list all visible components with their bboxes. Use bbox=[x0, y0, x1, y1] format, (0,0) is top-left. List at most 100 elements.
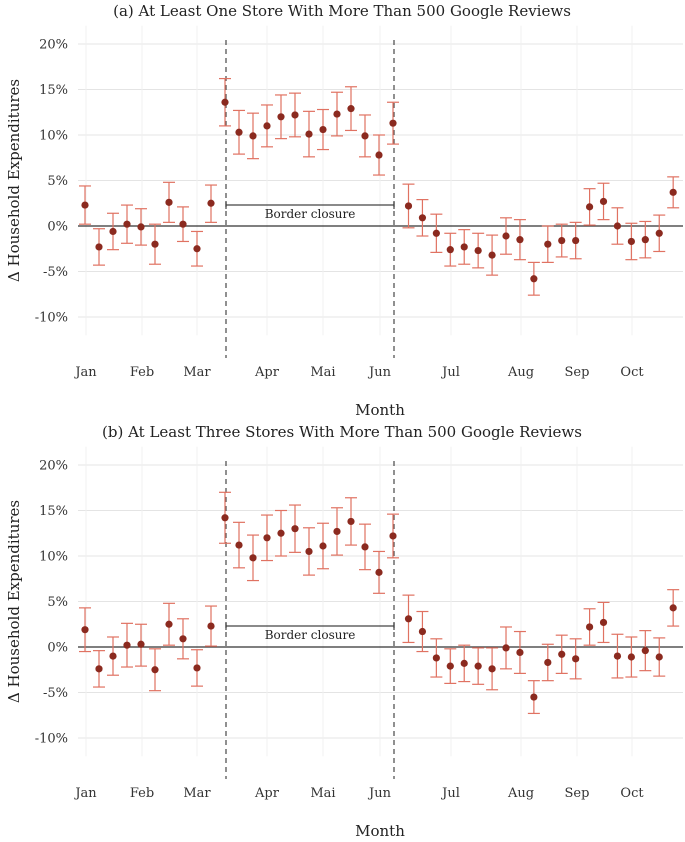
data-point bbox=[432, 654, 440, 662]
closure-label: Border closure bbox=[265, 628, 356, 642]
data-point-group bbox=[416, 199, 429, 237]
data-point-group bbox=[135, 623, 147, 667]
y-tick-label: 20% bbox=[39, 459, 68, 474]
data-point-group bbox=[513, 630, 526, 674]
data-point bbox=[488, 251, 496, 259]
data-point bbox=[669, 604, 677, 612]
data-point-group bbox=[653, 214, 666, 253]
data-point-group bbox=[541, 643, 554, 682]
x-tick-label: Feb bbox=[130, 365, 154, 380]
y-axis-label: Δ Household Expenditures bbox=[5, 79, 23, 282]
data-point-group bbox=[135, 208, 147, 246]
data-point-group bbox=[387, 101, 399, 145]
chart-panel-a: (a) At Least One Store With More Than 50… bbox=[5, 2, 683, 419]
data-point-group bbox=[527, 680, 540, 715]
data-point-group bbox=[317, 108, 329, 151]
data-point-group bbox=[569, 221, 582, 260]
data-point bbox=[319, 542, 327, 550]
data-point bbox=[516, 236, 524, 244]
data-point-group bbox=[233, 521, 245, 569]
data-point-group bbox=[261, 514, 273, 562]
data-point-group bbox=[177, 206, 189, 243]
data-point-group bbox=[513, 219, 526, 261]
x-tick-label: Jan bbox=[73, 365, 97, 380]
x-tick-label: Mar bbox=[183, 365, 211, 380]
data-point bbox=[460, 243, 468, 251]
data-point bbox=[516, 648, 524, 657]
data-point-group bbox=[93, 228, 105, 266]
data-point bbox=[474, 662, 482, 670]
data-point bbox=[221, 98, 229, 106]
data-point bbox=[263, 122, 271, 130]
data-point bbox=[627, 237, 635, 246]
y-tick-label: 20% bbox=[39, 38, 68, 53]
data-point-group bbox=[444, 232, 457, 267]
data-point-group bbox=[458, 644, 471, 683]
y-tick-label: -5% bbox=[43, 686, 68, 701]
data-point bbox=[347, 105, 355, 113]
data-point bbox=[641, 647, 649, 655]
y-tick-label: 5% bbox=[47, 595, 68, 610]
x-tick-label: Mar bbox=[183, 786, 211, 801]
data-point bbox=[389, 532, 397, 540]
y-tick-label: -10% bbox=[35, 311, 68, 326]
data-point-group bbox=[500, 626, 513, 670]
data-point-group bbox=[583, 608, 596, 646]
data-point bbox=[404, 202, 413, 210]
y-tick-label: 10% bbox=[39, 550, 68, 565]
data-point-group bbox=[486, 234, 499, 276]
closure-bracket bbox=[225, 201, 395, 209]
data-point bbox=[333, 110, 341, 118]
data-point bbox=[572, 236, 580, 245]
data-point-group bbox=[359, 114, 371, 158]
data-point-group bbox=[219, 77, 231, 127]
data-point bbox=[627, 653, 635, 661]
data-point-group bbox=[219, 491, 231, 544]
data-point bbox=[81, 626, 89, 634]
data-point bbox=[375, 151, 383, 159]
y-axis-label: Δ Household Expenditures bbox=[5, 500, 23, 703]
data-point bbox=[291, 525, 299, 533]
data-point-group bbox=[331, 91, 343, 137]
data-point bbox=[544, 658, 552, 667]
data-point bbox=[165, 198, 173, 206]
data-point bbox=[81, 201, 89, 209]
data-point-group bbox=[597, 601, 610, 644]
data-point-group bbox=[247, 534, 259, 582]
y-tick-label: 15% bbox=[39, 504, 68, 519]
data-point bbox=[235, 541, 243, 549]
data-point-group bbox=[289, 504, 301, 553]
closure-label: Border closure bbox=[265, 207, 356, 221]
data-point-group bbox=[458, 229, 471, 265]
x-tick-label: Mai bbox=[310, 786, 335, 801]
x-tick-label: Oct bbox=[620, 786, 644, 801]
data-point bbox=[613, 222, 622, 230]
data-point-group bbox=[402, 594, 415, 644]
x-tick-label: Sep bbox=[565, 786, 590, 801]
data-point-group bbox=[569, 638, 582, 680]
data-point bbox=[655, 653, 663, 661]
data-point-group bbox=[303, 110, 315, 158]
data-point-group bbox=[191, 230, 203, 267]
data-point-group bbox=[345, 86, 357, 132]
data-point-group bbox=[541, 225, 554, 263]
x-tick-label: Jul bbox=[440, 365, 460, 380]
data-point bbox=[375, 568, 383, 576]
data-point-group bbox=[261, 104, 273, 148]
data-point bbox=[95, 243, 103, 251]
data-point bbox=[165, 620, 173, 628]
chart-b-svg: (b) At Least Three Stores With More Than… bbox=[5, 423, 683, 840]
data-point-group bbox=[303, 527, 315, 576]
x-tick-label: Jan bbox=[73, 786, 97, 801]
data-point-group bbox=[667, 589, 680, 627]
data-point-group bbox=[555, 223, 568, 258]
data-point bbox=[193, 245, 201, 253]
data-point bbox=[558, 236, 566, 245]
data-point bbox=[207, 622, 215, 630]
data-point bbox=[530, 693, 538, 701]
data-point bbox=[333, 527, 341, 536]
data-point bbox=[446, 246, 454, 254]
data-point bbox=[361, 543, 369, 551]
data-point bbox=[446, 662, 454, 670]
data-point bbox=[305, 547, 313, 556]
